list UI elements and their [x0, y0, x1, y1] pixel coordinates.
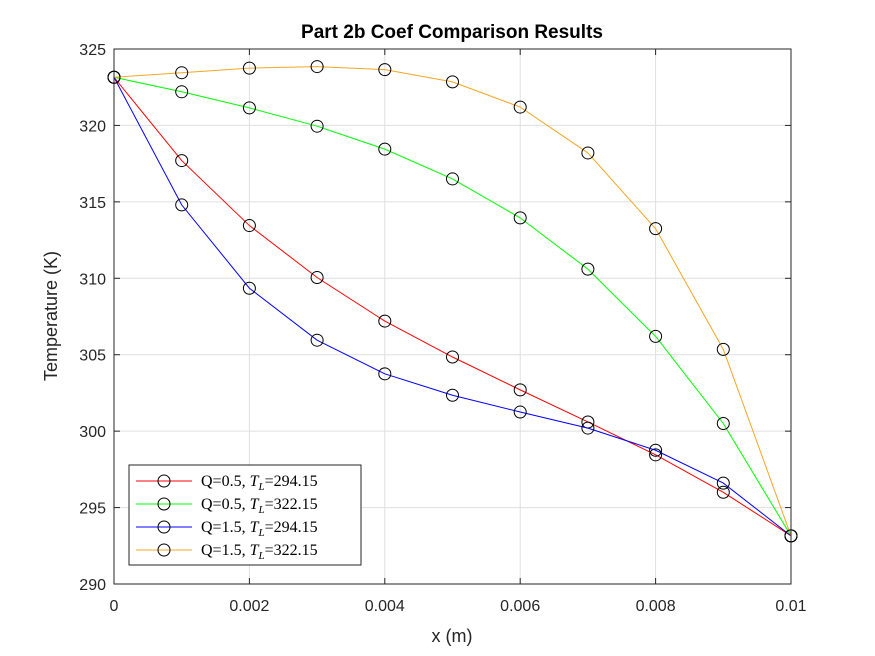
legend-box [128, 464, 362, 566]
y-tick-label: 300 [79, 424, 106, 441]
data-point [378, 367, 392, 381]
data-point [716, 342, 730, 356]
data-point [513, 383, 527, 397]
legend-label-value: =294.15 [265, 473, 318, 490]
chart-title: Part 2b Coef Comparison Results [301, 22, 603, 43]
legend-label-sub: L [257, 527, 264, 539]
data-point [446, 350, 459, 364]
data-point [310, 119, 324, 133]
data-point [716, 417, 730, 430]
y-tick-label: 290 [79, 577, 106, 594]
legend-marker [157, 543, 171, 557]
x-tick-label: 0.002 [229, 598, 269, 615]
data-point [581, 421, 595, 435]
ticks: 0 0.002 0.004 0.006 0.008 0.01 290 295 300 305 310… [79, 42, 806, 615]
axes-box [113, 48, 792, 585]
x-tick-label: 0.008 [636, 598, 676, 615]
legend-label-value: =294.15 [265, 519, 318, 536]
legend-entry: Q=0.5, TL=322.15 [136, 496, 318, 516]
x-tick-label: 0 [110, 598, 119, 615]
legend-label-q: Q=1.5, [201, 542, 250, 559]
series-3 [107, 70, 798, 543]
legend-label-q: Q=1.5, [201, 519, 250, 536]
legend-label-sub: L [257, 504, 264, 516]
legend-label-t: T [250, 519, 260, 536]
data-point [581, 262, 595, 276]
legend-label-sub: L [257, 550, 264, 562]
legend-entry: Q=1.5, TL=322.15 [136, 542, 318, 562]
data-point [378, 314, 392, 328]
legend-label-value: =322.15 [265, 496, 318, 513]
legend-marker [157, 497, 171, 511]
data-point [242, 219, 256, 233]
legend-marker [157, 520, 171, 534]
data-point [310, 271, 324, 285]
data-point [310, 60, 324, 74]
series-line [113, 76, 792, 537]
data-point [716, 485, 730, 499]
legend-label-q: Q=0.5, [201, 473, 250, 490]
data-point [649, 448, 663, 462]
legend-label-q: Q=0.5, [201, 496, 250, 513]
x-tick-label: 0.006 [500, 598, 540, 615]
data-point [242, 61, 256, 75]
data-point [242, 281, 256, 295]
legend-label-t: T [250, 542, 260, 559]
series-4 [107, 60, 798, 543]
legend-entry: Q=1.5, TL=294.15 [136, 519, 318, 539]
series-line [113, 77, 792, 537]
y-tick-label: 305 [79, 348, 106, 365]
data-point [446, 172, 459, 186]
data-point [513, 100, 527, 114]
data-point [310, 333, 324, 347]
x-tick-label: 0.01 [775, 598, 806, 615]
series-line [113, 66, 792, 537]
series-layer [107, 60, 798, 543]
y-tick-label: 320 [79, 118, 106, 135]
data-point [649, 329, 663, 343]
data-point [716, 476, 730, 490]
data-point [513, 211, 527, 225]
series-line [113, 76, 792, 537]
data-point [378, 142, 392, 156]
legend-label: Q=1.5, TL=294.15 [201, 519, 318, 539]
data-point [242, 101, 256, 115]
legend-marker [157, 474, 171, 488]
data-point [175, 154, 189, 168]
legend-label-t: T [250, 473, 260, 490]
data-point [175, 85, 189, 99]
legend-label-value: =322.15 [265, 542, 318, 559]
legend-entry: Q=0.5, TL=294.15 [136, 473, 318, 493]
y-tick-label: 325 [79, 42, 106, 59]
y-axis-label: Temperature (K) [41, 251, 61, 381]
data-point [649, 222, 663, 236]
data-point [649, 443, 663, 457]
legend-label-t: T [250, 496, 260, 513]
y-tick-label: 295 [79, 501, 106, 518]
data-point [446, 388, 459, 402]
data-point [175, 198, 189, 212]
legend-label-sub: L [257, 481, 264, 493]
data-point [581, 146, 595, 160]
legend: Q=0.5, TL=294.15Q=0.5, TL=322.15Q=1.5, T… [128, 464, 362, 566]
legend-label: Q=0.5, TL=294.15 [201, 473, 318, 493]
y-tick-label: 315 [79, 195, 106, 212]
data-point [446, 75, 459, 89]
legend-label: Q=0.5, TL=322.15 [201, 496, 318, 516]
data-point [175, 66, 189, 80]
y-tick-label: 310 [79, 271, 106, 288]
data-point [378, 63, 392, 77]
legend-label: Q=1.5, TL=322.15 [201, 542, 318, 562]
data-point [513, 405, 527, 419]
x-axis-label: x (m) [432, 626, 473, 646]
x-tick-label: 0.004 [365, 598, 405, 615]
